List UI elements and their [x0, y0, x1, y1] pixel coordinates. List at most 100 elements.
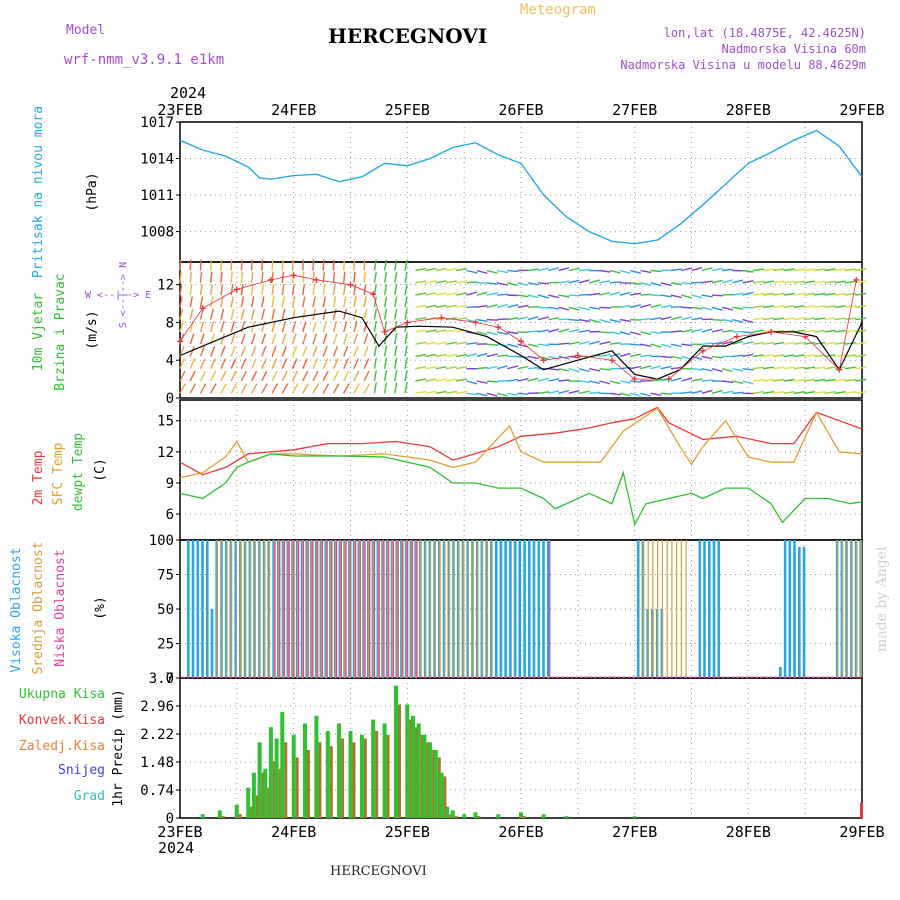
wind-arrow: [435, 329, 447, 333]
cloud-bar-zero: [826, 676, 829, 678]
wind-arrow: [619, 291, 631, 296]
cloud-bar: [402, 540, 404, 678]
wind-arrow: [793, 354, 805, 358]
cloud-bar-zero: [542, 676, 545, 678]
wind-arrow: [537, 316, 549, 321]
precip-bar-total: [371, 719, 376, 818]
cloud-bar: [453, 540, 455, 678]
wind-arrow: [322, 370, 329, 382]
cloud-bar: [494, 540, 498, 678]
cloud-bar-zero: [774, 676, 777, 678]
cloud-bar-zero: [191, 676, 195, 678]
cloud-bar: [278, 540, 280, 678]
wind-arrow: [353, 345, 359, 357]
wind-arrow: [609, 318, 621, 323]
wind-arrow: [507, 317, 519, 321]
wind-arrow: [732, 340, 744, 345]
cloud-bar-zero: [745, 676, 749, 678]
wind-arrow: [425, 341, 437, 345]
cloud-bar: [499, 540, 503, 678]
wind-arrow: [599, 368, 611, 371]
cloud-bar: [434, 540, 436, 678]
wind-arrow: [783, 317, 795, 321]
wind-arrow: [302, 333, 307, 345]
precip-legend-hail: Grad: [74, 789, 105, 804]
wind-arrow: [383, 345, 388, 357]
cloud-bar-zero: [182, 676, 185, 678]
cloud-bar-zero: [736, 676, 739, 678]
wind-arrow: [527, 377, 539, 382]
wind-arrow: [599, 318, 611, 324]
wind-arrow: [302, 358, 308, 369]
wind-arrow: [599, 341, 611, 345]
wind-arrow: [763, 329, 775, 333]
wind-arrow: [486, 269, 498, 274]
wind-arrow: [343, 370, 350, 382]
cloud-bar-zero: [599, 676, 602, 678]
wind-arrow: [363, 271, 366, 283]
x-tick-label-top: 27FEB: [612, 101, 657, 119]
wind-arrow: [568, 294, 580, 297]
wind-arrow: [507, 365, 519, 370]
precip-bar-total: [433, 749, 438, 818]
wind-arrow: [394, 296, 398, 308]
wind-arrow: [415, 292, 427, 296]
wind-arrow: [353, 370, 360, 382]
wind-arrow: [261, 345, 267, 357]
wind-arrow: [456, 280, 468, 284]
cloud-bar: [458, 540, 460, 678]
cloud-bar: [382, 540, 384, 678]
wind-arrow: [240, 308, 245, 320]
cloud-bar: [326, 540, 328, 678]
wind-arrow: [189, 358, 196, 369]
wind-compass-ew: W <--|--> E: [85, 290, 151, 301]
wind-arrow: [415, 267, 427, 272]
precip-bar-total: [251, 772, 256, 818]
cloud-bar-zero: [689, 676, 692, 678]
wind-arrow: [496, 365, 508, 370]
wind-arrow: [456, 390, 468, 394]
cloud-bar: [425, 540, 427, 678]
cloud-bar-zero: [532, 676, 536, 678]
wind-arrow: [261, 358, 267, 369]
wind-arrow: [742, 380, 754, 385]
wind-arrow: [281, 284, 285, 296]
wind-arrow: [793, 292, 805, 296]
wind-arrow: [373, 357, 377, 369]
wind-arrow: [220, 345, 226, 357]
wind-arrow: [189, 259, 192, 271]
wind-arrow: [752, 341, 764, 345]
wind-arrow: [456, 267, 468, 272]
y-tick-label: 1017: [140, 115, 174, 131]
cloud-bar-zero: [741, 676, 744, 678]
wind-arrow: [240, 358, 247, 369]
wind-arrow: [425, 366, 437, 370]
wind-arrow: [445, 280, 457, 284]
wind-arrow: [793, 329, 805, 333]
wind-arrow: [742, 368, 754, 371]
cloud-bar-zero: [674, 676, 678, 678]
pressure-unit: (hPa): [85, 172, 100, 211]
wind-arrow: [722, 368, 733, 373]
cloud-bar-zero: [802, 676, 806, 678]
wind-arrow: [814, 366, 826, 370]
wind-arrow: [332, 296, 337, 308]
wind-arrow: [578, 390, 590, 394]
wind-arrow: [681, 316, 693, 321]
wind-arrow: [783, 280, 795, 284]
cloud-bar: [316, 540, 318, 678]
wind-arrow: [619, 331, 631, 336]
wind-arrow: [681, 329, 693, 333]
wind-arrow: [435, 304, 447, 308]
wind-arrow: [670, 330, 683, 333]
cloud-bar-zero: [220, 676, 223, 678]
wind-arrow: [189, 308, 194, 320]
cloud-bar-zero: [850, 676, 853, 678]
y-tick-label: 12: [157, 278, 174, 294]
wind-arrow: [619, 269, 631, 274]
year-top: 2024: [170, 84, 206, 102]
wind-arrow: [558, 368, 570, 372]
wind-arrow: [640, 331, 652, 335]
cloud-bar: [206, 540, 209, 678]
wind-arrow: [250, 345, 257, 357]
